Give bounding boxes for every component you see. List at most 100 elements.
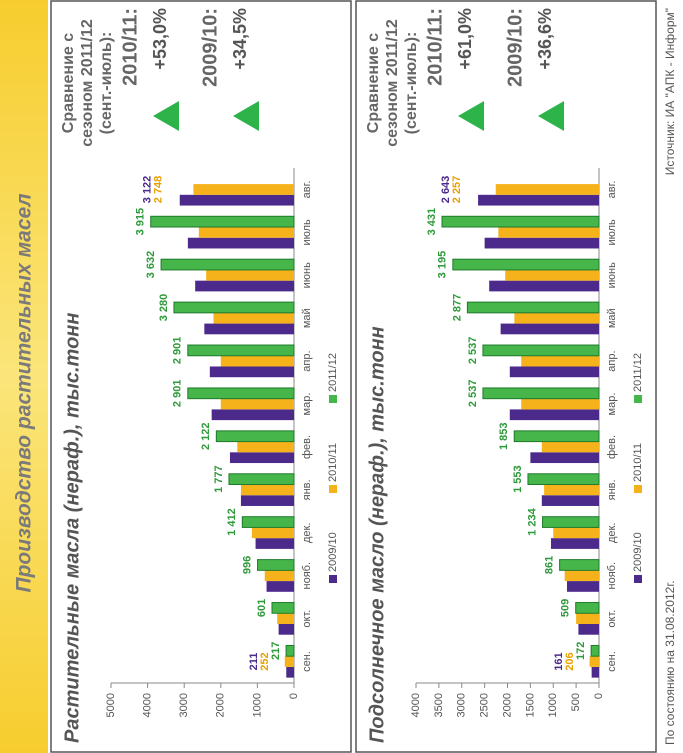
bar <box>591 666 600 678</box>
bar <box>209 366 295 378</box>
comparison-heading: Сравнение с <box>365 33 382 133</box>
bar <box>590 644 600 657</box>
bar <box>541 441 599 453</box>
bar <box>286 666 295 678</box>
bar <box>550 538 600 549</box>
x-tick-label: дек. <box>606 523 618 543</box>
bar <box>277 613 295 624</box>
bar <box>150 215 295 228</box>
y-tick-label: 2000 <box>215 693 227 717</box>
legend-label: 2009/10 <box>327 532 339 572</box>
x-tick-label: июль <box>301 219 313 246</box>
bar <box>251 527 295 539</box>
x-tick-label: июль <box>606 219 618 246</box>
data-label: 1 777 <box>213 465 225 493</box>
bar <box>500 323 600 335</box>
x-tick-label: май <box>301 308 313 328</box>
bar <box>589 656 599 667</box>
legend-swatch <box>329 485 337 493</box>
x-tick-label: фев. <box>606 435 618 459</box>
y-tick-label: 3000 <box>456 693 468 717</box>
data-label: 509 <box>560 599 572 617</box>
bar <box>489 280 600 292</box>
comparison-label: 2010/11: <box>119 8 141 86</box>
bar <box>193 184 294 195</box>
bar <box>542 516 600 528</box>
bar <box>566 581 599 592</box>
comparison-heading: сезоном 2011/12 <box>384 19 401 147</box>
bar <box>441 215 600 228</box>
chart-title: Растительные масла (нераф.), тыс.тонн <box>61 313 83 743</box>
x-tick-label: сен. <box>606 651 618 672</box>
bar <box>271 602 295 614</box>
y-tick-label: 2500 <box>479 693 491 717</box>
bar <box>530 452 599 464</box>
bar <box>564 570 599 582</box>
comparison-label: 2010/11: <box>424 8 446 86</box>
data-label: 3 431 <box>426 208 438 236</box>
comparison-heading: (сент.-июль): <box>403 32 420 135</box>
comparison-heading: (сент.-июль): <box>98 32 115 135</box>
bar <box>241 516 295 528</box>
bar <box>527 473 600 486</box>
y-tick-label: 5000 <box>105 693 117 717</box>
bar <box>553 527 599 539</box>
bar <box>229 452 294 464</box>
data-label: 2 122 <box>200 422 212 450</box>
comparison-label: 2009/10: <box>504 8 526 87</box>
bar <box>228 473 295 486</box>
bar <box>220 398 294 410</box>
x-tick-label: фев. <box>301 435 313 459</box>
data-label: 996 <box>241 556 253 574</box>
comparison-value: +34,5% <box>230 8 250 70</box>
x-tick-label: май <box>606 308 618 328</box>
bar <box>240 495 294 506</box>
data-label: 3 915 <box>135 208 147 236</box>
bar <box>514 312 599 324</box>
up-triangle <box>233 101 259 131</box>
data-label: 206 <box>564 652 576 670</box>
y-tick-label: 4000 <box>410 693 422 717</box>
bar <box>495 184 599 195</box>
x-tick-label: авг. <box>606 181 618 199</box>
data-label: 2 643 <box>440 176 452 204</box>
x-tick-label: апр. <box>301 351 313 372</box>
legend-label: 2011/12 <box>327 353 339 392</box>
y-tick-label: 3000 <box>178 693 190 717</box>
bar <box>264 570 295 582</box>
bar <box>204 323 294 335</box>
data-label: 1 553 <box>512 465 524 493</box>
bar <box>544 484 599 496</box>
bar <box>575 602 600 614</box>
bar <box>220 355 294 367</box>
up-triangle <box>538 101 564 131</box>
data-label: 3 195 <box>437 251 449 279</box>
comparison-heading: Сравнение с <box>60 33 77 133</box>
bar <box>255 538 295 549</box>
bar <box>179 194 294 206</box>
x-tick-label: янв. <box>606 479 618 500</box>
bar <box>509 409 600 421</box>
legend-swatch <box>329 395 337 403</box>
data-label: 2 257 <box>451 176 463 204</box>
legend-swatch <box>634 575 642 583</box>
bar <box>278 623 294 635</box>
bar <box>198 227 294 238</box>
data-label: 252 <box>259 652 271 670</box>
page-title: Производство растительных масел <box>13 193 36 592</box>
legend-label: 2009/10 <box>632 532 644 572</box>
x-tick-label: янв. <box>301 479 313 500</box>
footer-source: Источник: ИА "АПК - Информ" <box>663 8 677 175</box>
y-tick-label: 3500 <box>433 693 445 717</box>
y-tick-label: 1000 <box>547 693 559 717</box>
bar <box>482 344 600 357</box>
bar <box>513 430 600 443</box>
bar <box>509 366 600 378</box>
comparison-label: 2009/10: <box>199 8 221 87</box>
x-tick-label: нояб. <box>606 562 618 590</box>
data-label: 3 122 <box>142 176 154 204</box>
bar <box>206 269 294 281</box>
up-triangle <box>153 101 179 131</box>
data-label: 861 <box>544 556 556 574</box>
legend-swatch <box>329 575 337 583</box>
